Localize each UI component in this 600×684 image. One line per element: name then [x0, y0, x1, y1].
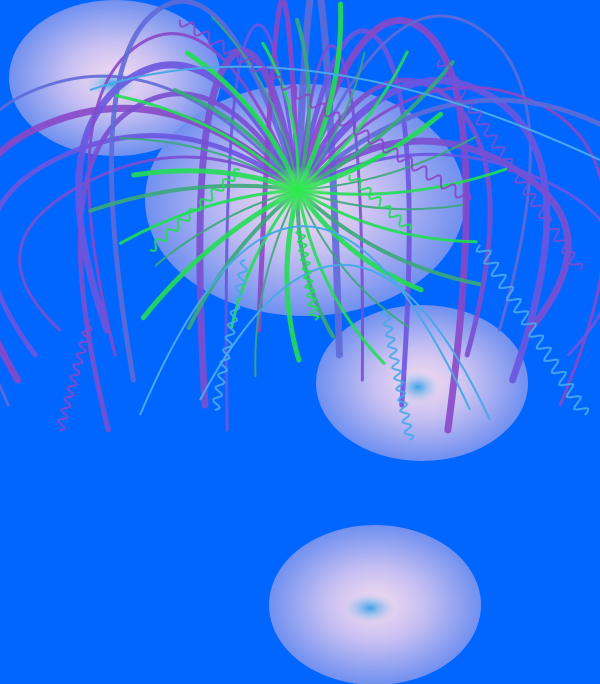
green-strand [296, 188, 386, 365]
purple-strand [87, 32, 300, 357]
glow-core [396, 371, 440, 403]
center-glow [266, 166, 330, 214]
wavy-strand [211, 259, 249, 411]
thin-arc [89, 65, 600, 161]
wavy-strand [380, 309, 415, 441]
purple-strand [0, 133, 301, 358]
purple-strand [296, 44, 365, 382]
wavy-strand [436, 59, 584, 271]
wavy-strand [348, 174, 412, 231]
wavy-strand [149, 168, 241, 252]
thin-arc [139, 225, 471, 416]
glow-core [344, 593, 396, 623]
wavy-strand [294, 229, 321, 321]
purple-strand [295, 77, 493, 358]
purple-strand [256, 0, 301, 333]
wavy-strand [178, 19, 472, 201]
purple-strand [294, 17, 470, 434]
thin-arc [199, 264, 491, 421]
purple-strand [296, 14, 532, 332]
wavy-strand [475, 244, 590, 416]
purple-strand [77, 91, 301, 433]
wavy-strand [57, 319, 93, 431]
green-strand [211, 15, 299, 191]
purple-strand [295, 28, 412, 408]
